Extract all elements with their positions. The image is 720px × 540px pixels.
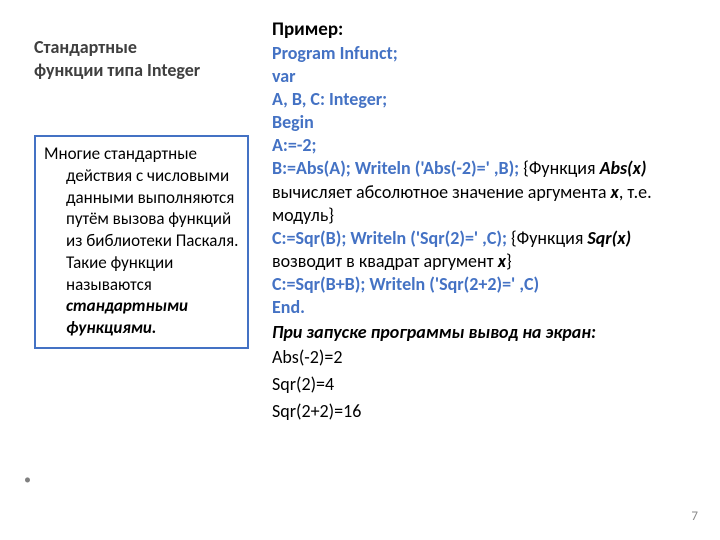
code-line-6: B:=Abs(A); Writeln ('Abs(-2)=' ,B); {Фун… — [272, 157, 702, 226]
desc-rest: действия с числовыми данными выполняются… — [66, 165, 238, 295]
code-6-stmt: B:=Abs(A); Writeln ('Abs(-2)=' ,B); — [272, 157, 519, 179]
code-7-sqr: Sqr(x) — [587, 227, 631, 249]
code-line-7: C:=Sqr(B); Writeln ('Sqr(2)=' ,C); {Функ… — [272, 227, 702, 273]
code-7-comment-pre: {Функция — [507, 227, 587, 249]
desc-lead: Многие стандартные — [44, 143, 197, 164]
code-line-5: A:=-2; — [272, 134, 316, 156]
page-number: 7 — [691, 509, 698, 524]
output-block: Abs(-2)=2 Sqr(2)=4 Sqr(2+2)=16 — [272, 344, 702, 425]
code-7-stmt: C:=Sqr(B); Writeln ('Sqr(2)=' ,C); — [272, 227, 507, 249]
code-7-post: } — [506, 250, 512, 272]
bullet-dot: • — [24, 471, 31, 488]
code-6-comment-pre: {Функция — [519, 157, 599, 179]
code-6-abs: Abs(x) — [600, 157, 647, 179]
code-line-9: End. — [272, 296, 305, 318]
title-line-1: Стандартные — [34, 36, 137, 58]
code-line-3: A, B, C: Integer; — [272, 88, 387, 110]
output-line-1: Abs(-2)=2 — [272, 344, 702, 371]
slide-title: Стандартные функции типа Integer — [34, 36, 249, 81]
left-column: Стандартные функции типа Integer Многие … — [34, 36, 249, 349]
code-7-mid: возводит в квадрат аргумент — [272, 250, 498, 272]
output-line-3: Sqr(2+2)=16 — [272, 398, 702, 425]
code-line-1: Program Infunct; — [272, 42, 398, 64]
right-column: Пример: Program Infunct; var A, B, C: In… — [272, 18, 702, 425]
code-line-8: C:=Sqr(B+B); Writeln ('Sqr(2+2)=' ,C) — [272, 273, 539, 295]
example-header: Пример: — [272, 18, 702, 42]
output-line-2: Sqr(2)=4 — [272, 371, 702, 398]
code-block: Program Infunct; var A, B, C: Integer; B… — [272, 42, 702, 318]
code-line-2: var — [272, 65, 296, 87]
code-line-4: Begin — [272, 111, 314, 133]
description-box: Многие стандартные действия с числовыми … — [34, 135, 249, 349]
output-title: При запуске программы вывод на экран: — [272, 321, 702, 344]
description-text: Многие стандартные действия с числовыми … — [44, 143, 241, 339]
code-6-mid: вычисляет абсолютное значение аргумента — [272, 181, 611, 203]
slide: Стандартные функции типа Integer Многие … — [0, 0, 720, 540]
code-7-x: x — [498, 250, 506, 272]
desc-emph: стандартными функциями. — [66, 295, 188, 338]
title-line-2: функции типа Integer — [34, 59, 200, 81]
code-6-x: x — [611, 181, 619, 203]
